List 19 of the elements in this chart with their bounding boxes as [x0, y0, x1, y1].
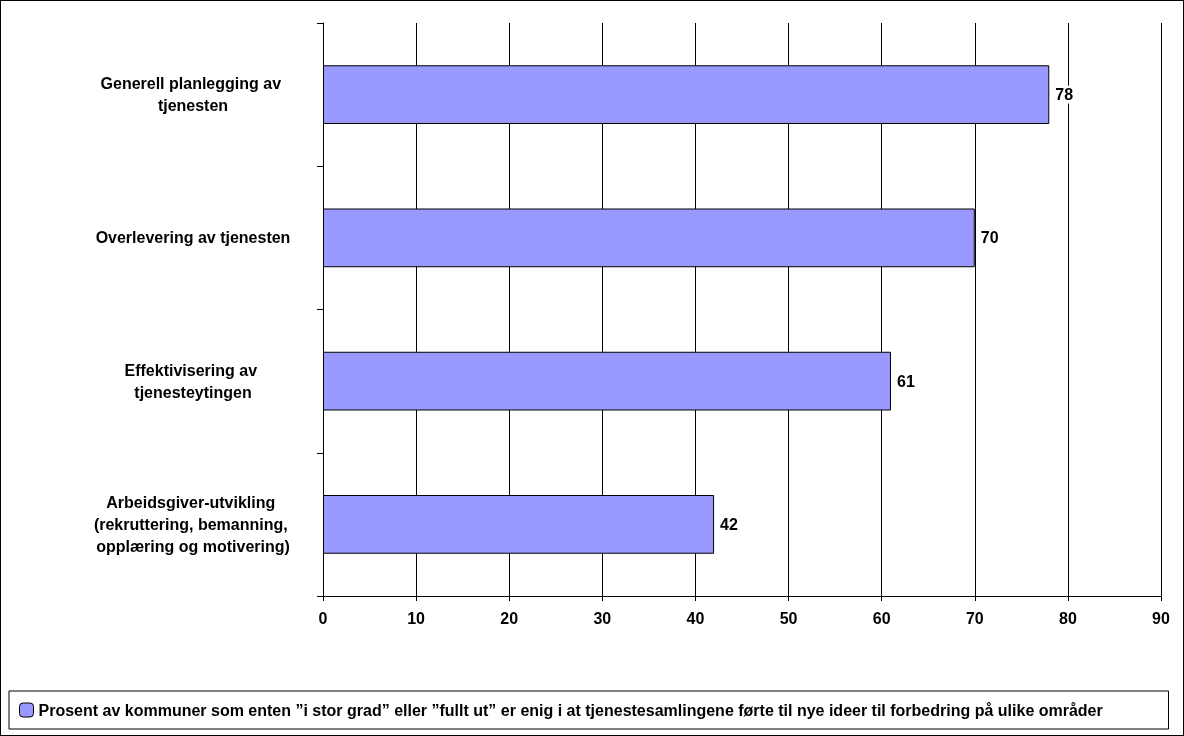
x-tick-label: 10 [407, 609, 426, 627]
x-tick-label: 50 [779, 609, 798, 627]
y-tick-label: Overlevering av tjenesten [95, 229, 291, 247]
x-tick-label: 20 [500, 609, 519, 627]
data-label: 70 [980, 229, 999, 247]
data-label: 42 [720, 515, 738, 533]
x-tick-label: 40 [686, 609, 705, 627]
x-tick-label: 90 [1152, 609, 1170, 627]
x-tick-label: 30 [593, 609, 612, 627]
x-tick-label: 80 [1058, 609, 1077, 627]
data-label: 61 [896, 372, 915, 390]
y-tick-label: Generell planlegging av tjenesten [100, 75, 286, 115]
y-tick-label: Arbeidsgiver-utvikling (rekruttering, bemanning, opplæring og motivering) [93, 493, 293, 555]
x-tick-label: 0 [318, 609, 328, 627]
x-tick-label: 60 [872, 609, 891, 627]
y-tick-label: Effektivisering av tjenesteytingen [124, 361, 262, 401]
legend-label: Prosent av kommuner som enten ”i stor grad” eller ”fullt ut” er enig i at tjenestesamlingene førte til nye ideer til forbedring på ulike områder [38, 701, 1103, 719]
x-tick-label: 70 [965, 609, 984, 627]
data-label: 78 [1055, 86, 1074, 104]
